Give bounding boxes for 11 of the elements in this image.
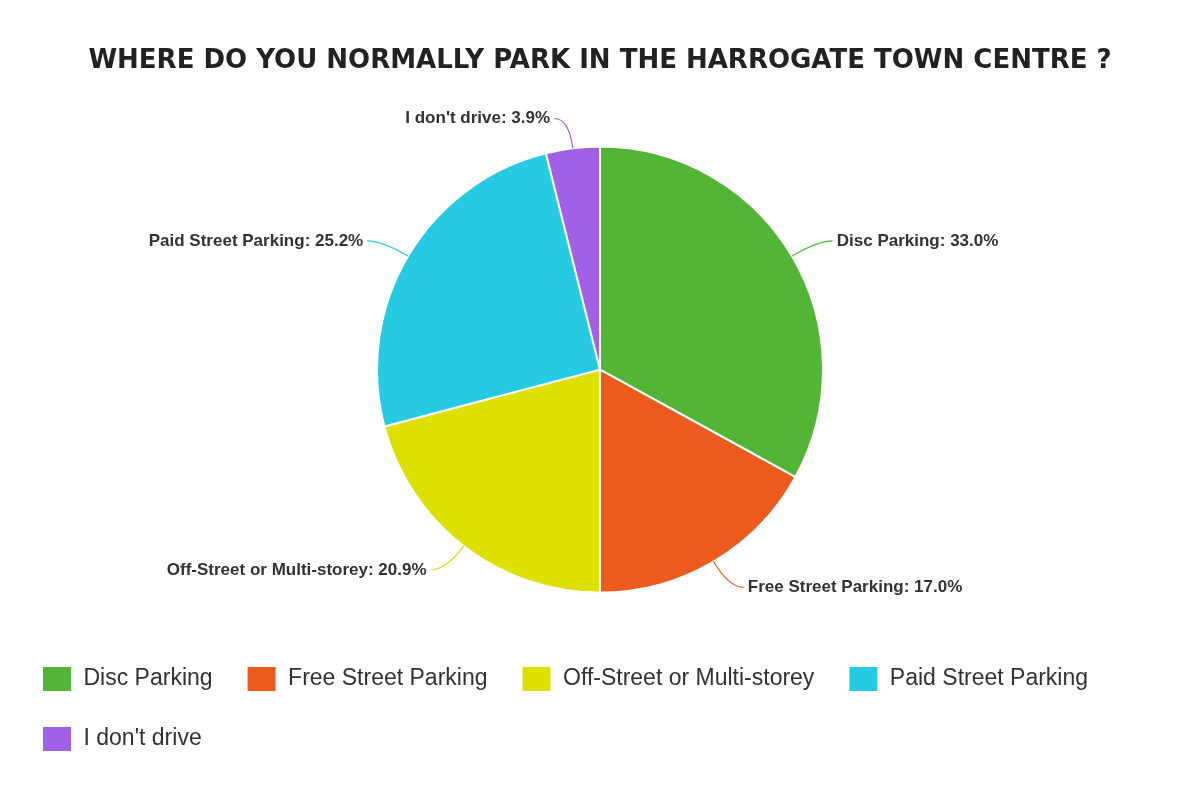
legend-label: Off-Street or Multi-storey <box>563 664 815 691</box>
data-label: Paid Street Parking: 25.2% <box>148 230 364 250</box>
legend-label: I don't drive <box>83 724 202 751</box>
legend-label: Disc Parking <box>83 664 213 691</box>
legend-label: Free Street Parking <box>288 664 488 691</box>
data-label: Free Street Parking: 17.0% <box>747 577 963 597</box>
data-label: Off-Street or Multi-storey: 20.9% <box>166 559 427 579</box>
data-label: I don't drive: 3.9% <box>405 108 551 128</box>
chart-title: WHERE DO YOU NORMALLY PARK IN THE HARROGATE TOWN CENTRE ? <box>88 44 1112 75</box>
legend-label: Paid Street Parking <box>889 664 1089 691</box>
data-label: Disc Parking: 33.0% <box>836 230 999 250</box>
